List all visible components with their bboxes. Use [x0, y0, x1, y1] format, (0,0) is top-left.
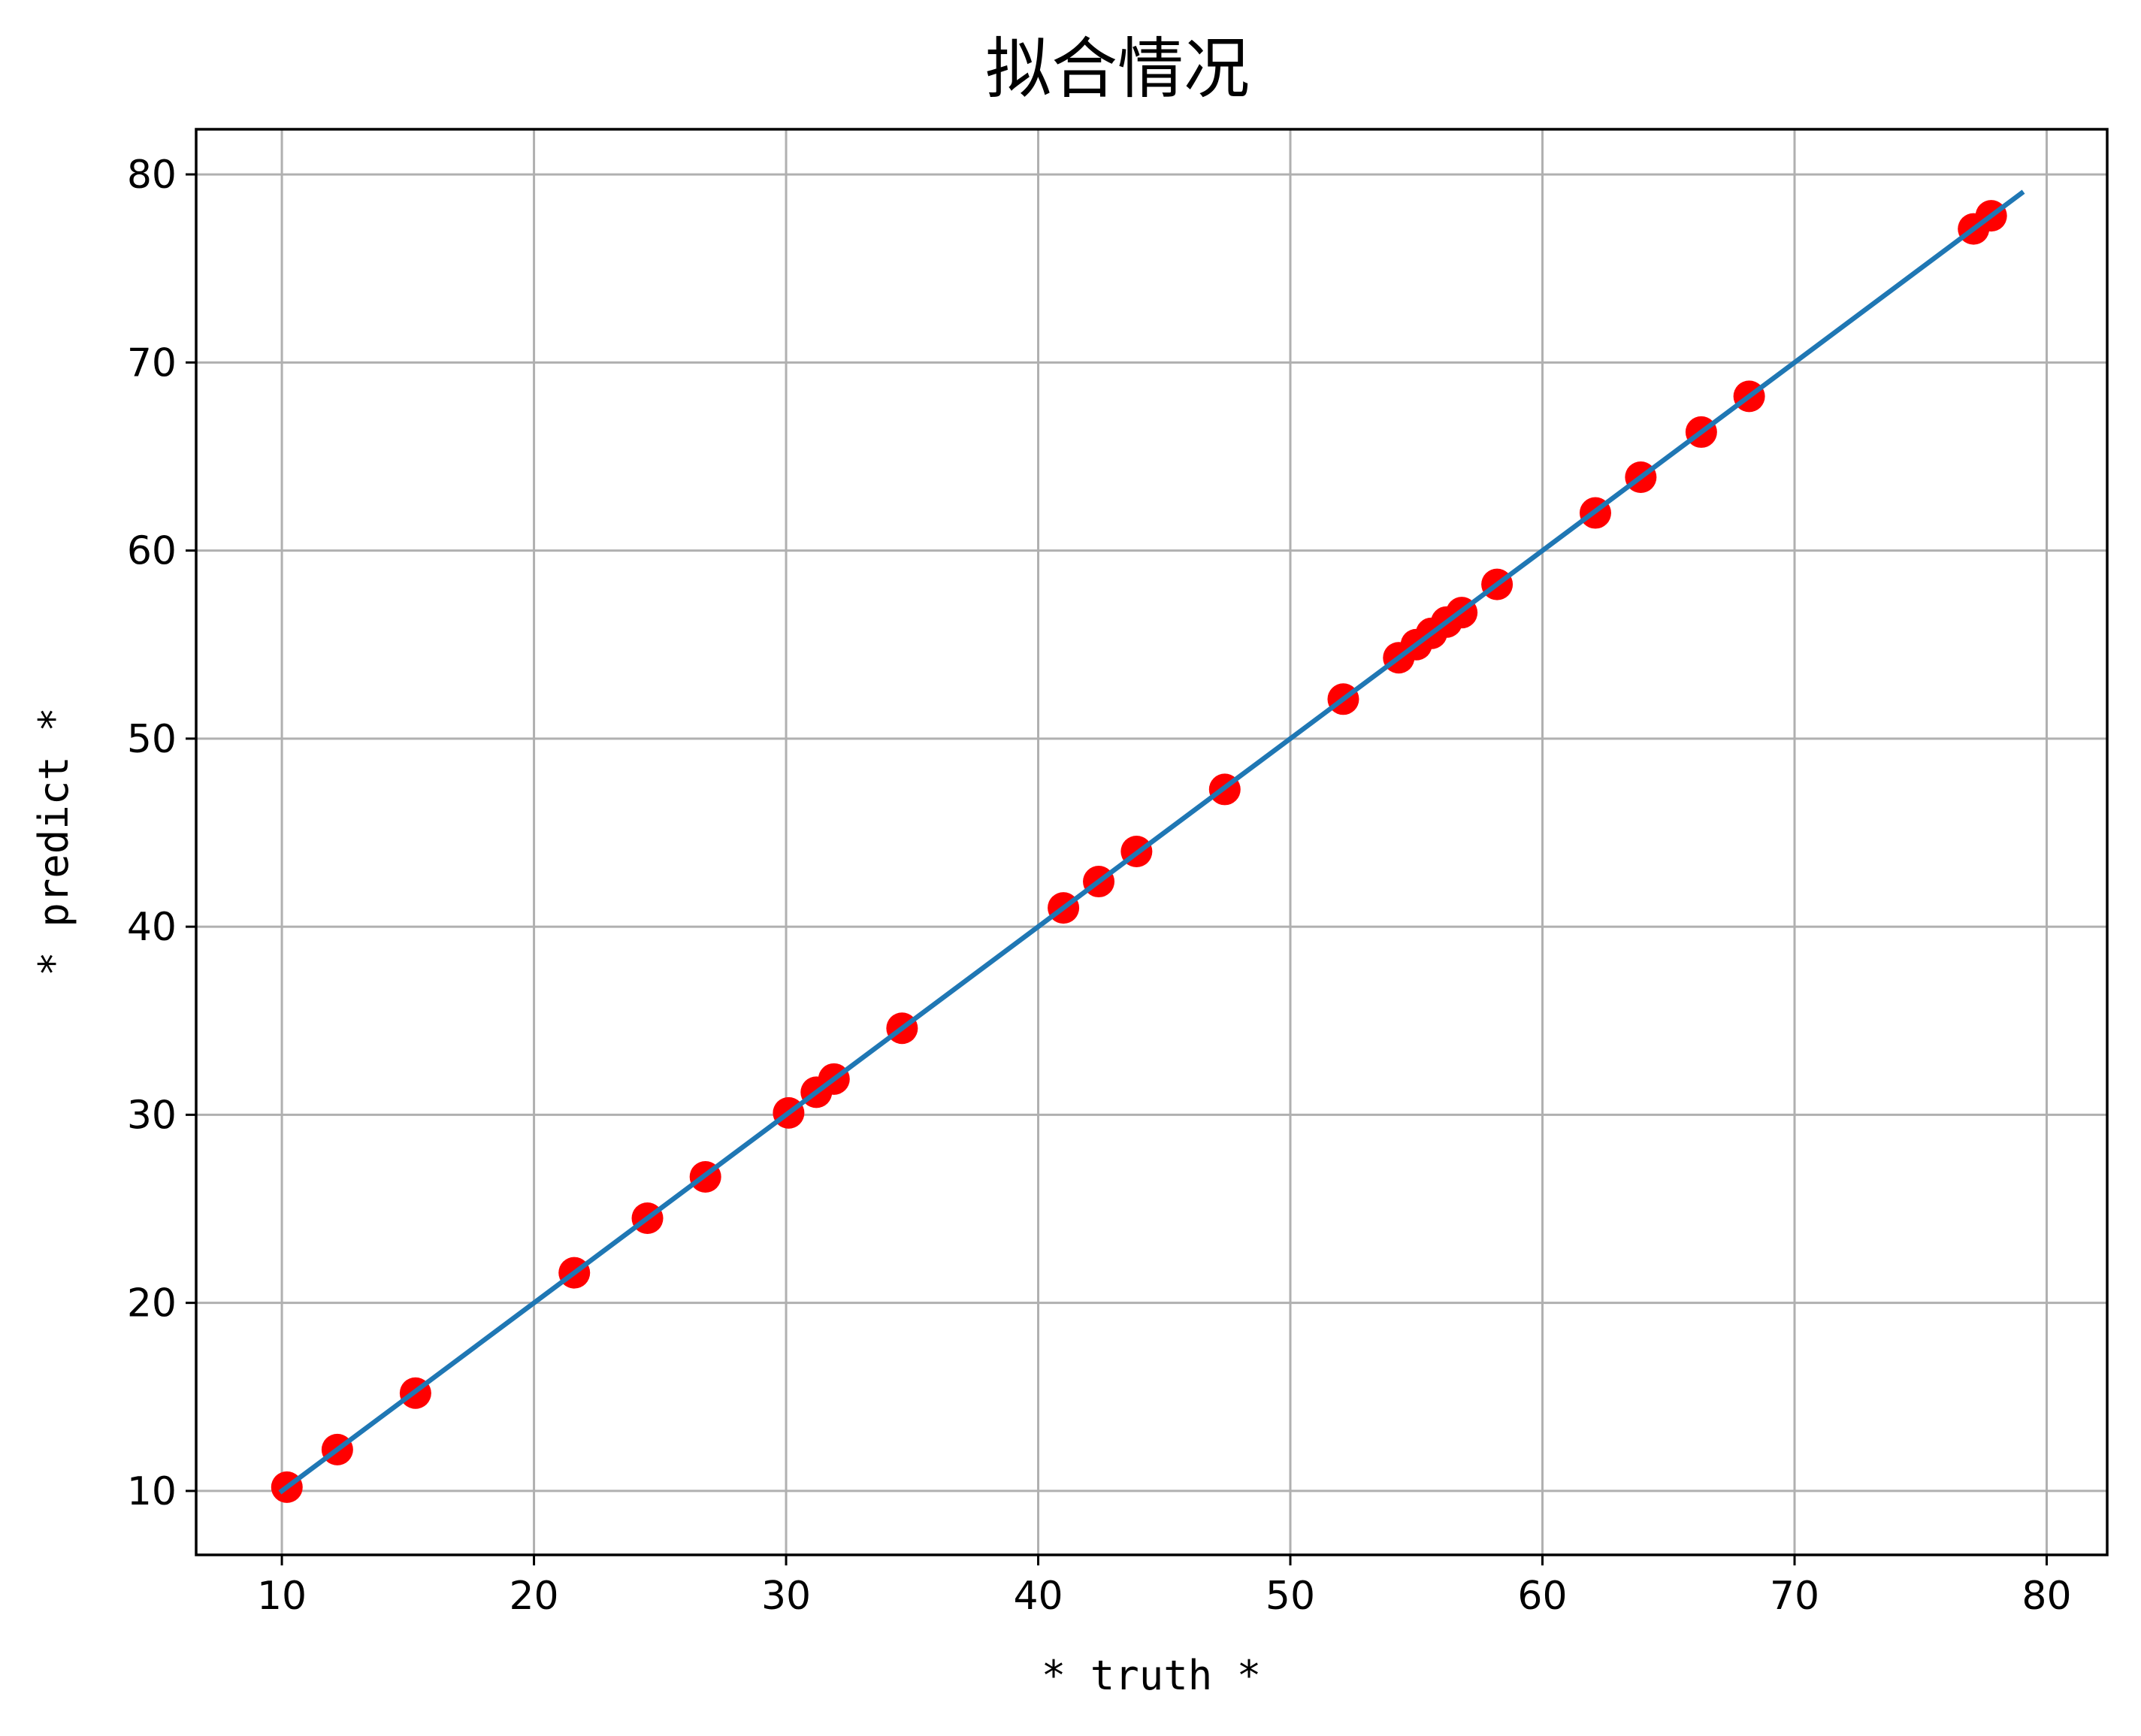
x-tick-label: 20 [509, 1574, 558, 1619]
y-tick-label: 30 [127, 1093, 177, 1138]
x-tick-label: 10 [257, 1574, 307, 1619]
y-tick-label: 70 [127, 340, 177, 386]
x-axis-label: * truth * [1042, 1652, 1262, 1699]
x-tick-label: 70 [1770, 1574, 1819, 1619]
y-axis-label: * predict * [30, 707, 77, 976]
fit-line [278, 189, 2025, 1495]
y-tick-label: 80 [127, 153, 177, 198]
x-tick-label: 80 [2022, 1574, 2071, 1619]
y-tick-label: 10 [127, 1469, 177, 1514]
x-tick-label: 30 [761, 1574, 811, 1619]
chart-title: 拟合情况 [985, 30, 1250, 107]
y-tick-label: 40 [127, 905, 177, 950]
tick-layer: 10 20 30 40 50 60 70 80 10 20 30 40 50 60 70 80 [127, 153, 2072, 1619]
x-tick-label: 60 [1517, 1574, 1567, 1619]
plot-frame [195, 128, 2109, 1556]
x-tick-label: 50 [1266, 1574, 1315, 1619]
grid-layer [196, 129, 2107, 1555]
plot-layer [271, 189, 2025, 1503]
y-tick-label: 60 [127, 529, 177, 574]
x-tick-label: 40 [1013, 1574, 1063, 1619]
y-tick-label: 50 [127, 717, 177, 762]
y-tick-label: 20 [127, 1281, 177, 1326]
